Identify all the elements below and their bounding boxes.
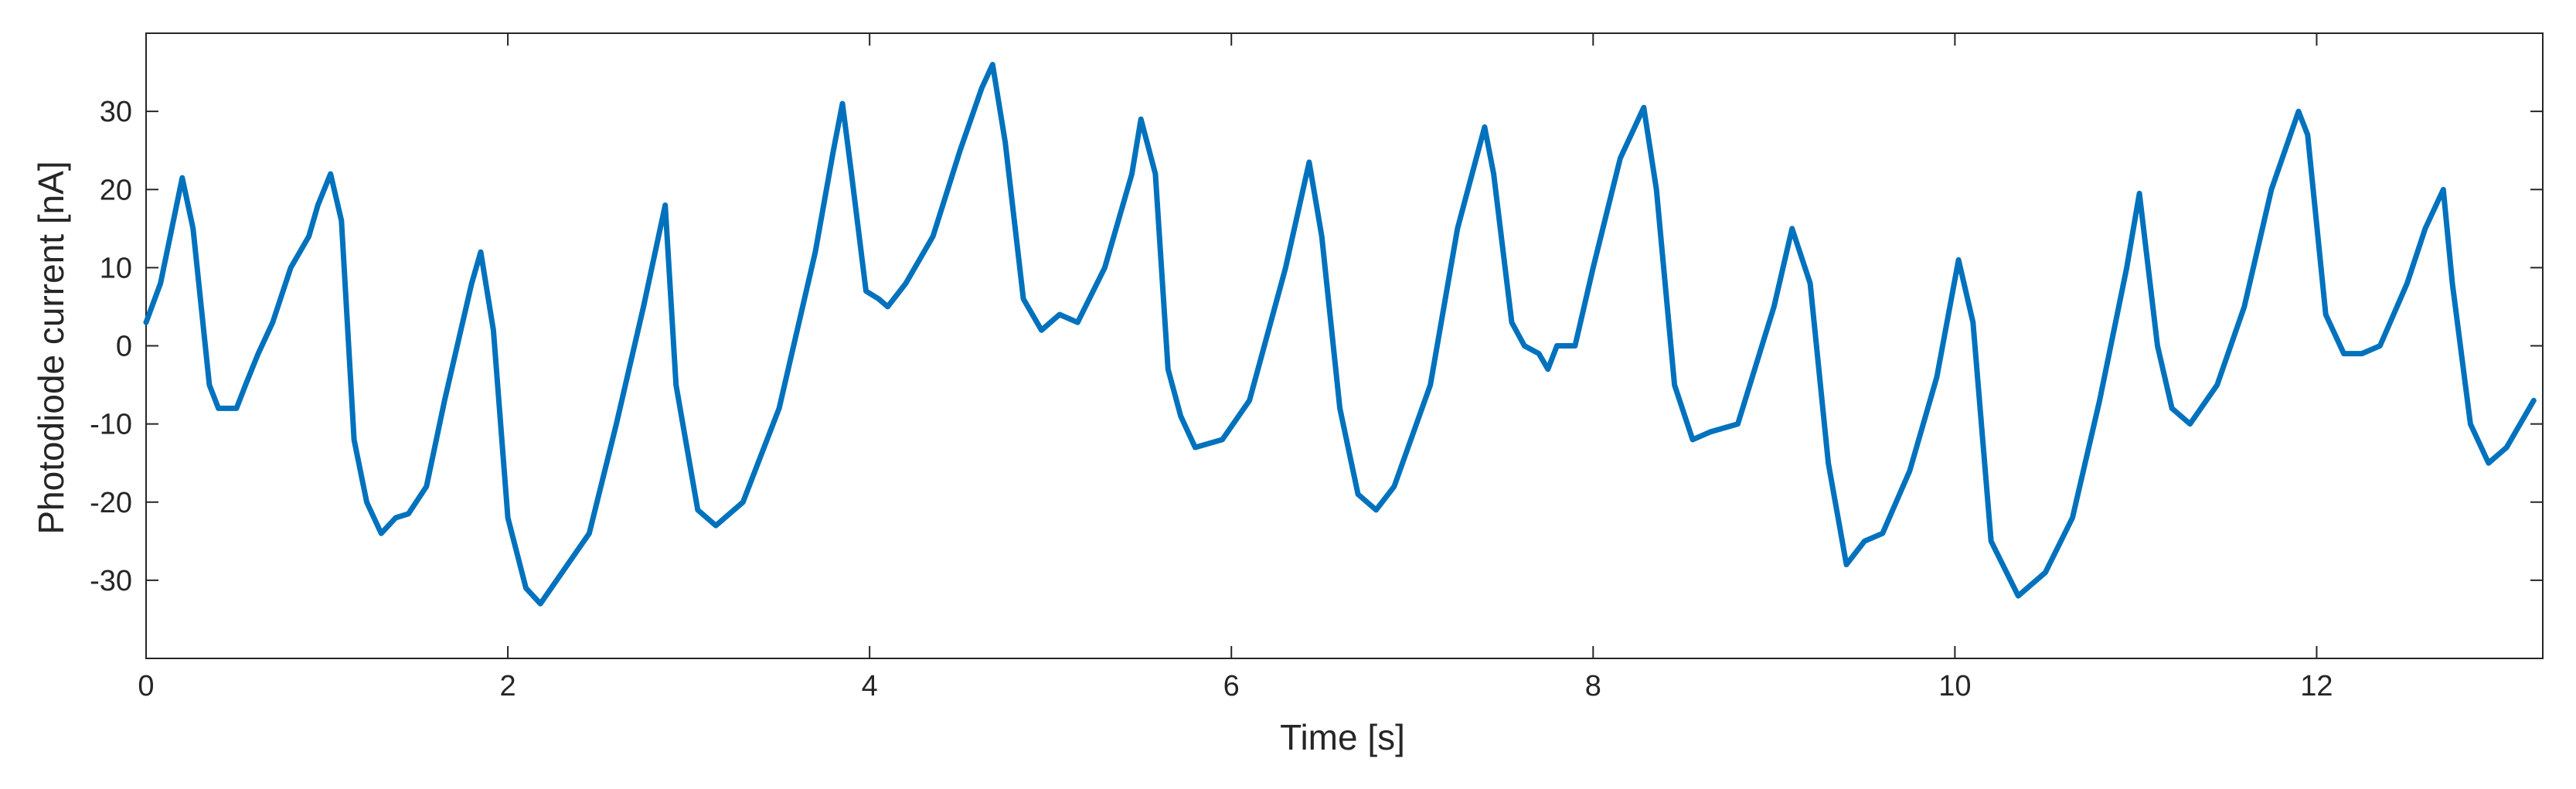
x-tick-label: 6 <box>1223 670 1240 702</box>
y-tick-label: 30 <box>100 96 132 128</box>
y-tick-label: -30 <box>90 565 132 597</box>
y-tick-label: -20 <box>90 487 132 519</box>
x-tick-label: 12 <box>2300 670 2333 702</box>
x-tick-label: 8 <box>1585 670 1601 702</box>
y-tick-label: 0 <box>116 331 132 363</box>
x-tick-label: 2 <box>500 670 516 702</box>
data-line-photodiode-current <box>143 62 2537 607</box>
y-tick-label: 10 <box>100 252 132 284</box>
y-tick-labels: -30 -20 -10 0 10 20 30 <box>90 96 132 597</box>
y-tick-label: -10 <box>90 409 132 441</box>
axis-ticks <box>145 33 2543 658</box>
x-tick-labels: 0 2 4 6 8 10 12 <box>138 670 2333 702</box>
x-axis-label: Time [s] <box>1280 717 1405 757</box>
x-tick-label: 0 <box>138 670 154 702</box>
y-axis-label: Photodiode current [nA] <box>31 161 71 534</box>
plot-area-frame <box>145 32 2544 659</box>
y-tick-label: 20 <box>100 174 132 206</box>
x-tick-label: 4 <box>862 670 878 702</box>
x-tick-label: 10 <box>1938 670 1971 702</box>
